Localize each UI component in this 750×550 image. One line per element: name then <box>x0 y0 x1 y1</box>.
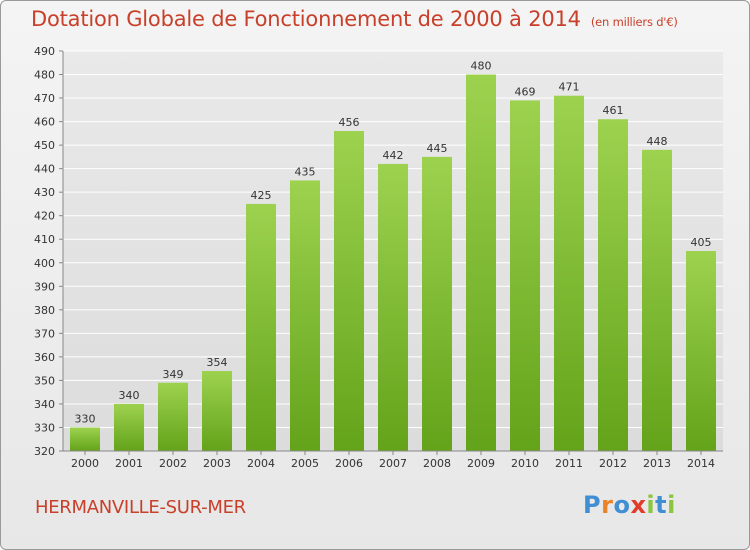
bar-2003 <box>202 371 232 451</box>
x-axis: 2000 2001 2002 2003 2004 2005 2006 2007 2008 2009… <box>63 450 723 470</box>
data-label-2004: 425 <box>251 189 272 202</box>
bar-2001 <box>114 403 144 451</box>
bar-2002 <box>158 382 188 451</box>
data-label-2009: 480 <box>471 60 492 73</box>
y-axis: 320 330 340 350 360 370 380 390 400 410 420 430 440 4… <box>34 45 64 458</box>
data-label-2010: 469 <box>515 85 536 98</box>
bar-2006 <box>334 131 364 451</box>
data-label-2013: 448 <box>647 135 668 148</box>
bar-2010 <box>510 100 540 451</box>
data-labels: 330 340 349 354 425 435 456 442 445 480 469 471 461 4… <box>75 60 712 426</box>
chart-title-text: Dotation Globale de Fonctionnement de 20… <box>31 7 581 31</box>
data-label-2006: 456 <box>339 116 360 129</box>
data-label-2007: 442 <box>383 149 404 162</box>
x-tick-label: 2010 <box>511 457 539 470</box>
bar-2012 <box>598 119 628 451</box>
y-tick-label: 470 <box>34 92 55 105</box>
bar-2013 <box>642 149 672 451</box>
x-tick-label: 2007 <box>379 457 407 470</box>
y-tick-label: 410 <box>34 233 55 246</box>
y-tick-label: 320 <box>34 445 55 458</box>
x-tick-label: 2011 <box>555 457 583 470</box>
bar-2004 <box>246 203 276 451</box>
x-tick-label: 2008 <box>423 457 451 470</box>
y-tick-label: 490 <box>34 45 55 58</box>
x-tick-label: 2000 <box>71 457 99 470</box>
y-tick-label: 340 <box>34 398 55 411</box>
data-label-2011: 471 <box>559 81 580 94</box>
y-tick-label: 380 <box>34 304 55 317</box>
data-label-2001: 340 <box>119 389 140 402</box>
y-tick-label: 350 <box>34 374 55 387</box>
data-label-2000: 330 <box>75 412 96 425</box>
y-tick-label: 440 <box>34 163 55 176</box>
bar-2011 <box>554 95 584 452</box>
bar-2009 <box>466 74 496 451</box>
x-tick-label: 2013 <box>643 457 671 470</box>
y-tick-label: 450 <box>34 139 55 152</box>
x-tick-label: 2004 <box>247 457 275 470</box>
y-tick-label: 480 <box>34 69 55 82</box>
y-tick-label: 430 <box>34 186 55 199</box>
y-tick-label: 390 <box>34 280 55 293</box>
x-tick-label: 2003 <box>203 457 231 470</box>
x-tick-label: 2012 <box>599 457 627 470</box>
bar-2005 <box>290 180 320 452</box>
data-label-2014: 405 <box>691 236 712 249</box>
chart-subtitle: (en milliers d'€) <box>590 15 678 29</box>
bar-2014 <box>686 251 716 451</box>
bar-2008 <box>422 156 452 451</box>
proxiti-logo: Proxiti <box>583 491 676 519</box>
y-tick-label: 370 <box>34 327 55 340</box>
x-tick-label: 2005 <box>291 457 319 470</box>
data-label-2005: 435 <box>295 165 316 178</box>
data-label-2012: 461 <box>603 104 624 117</box>
data-label-2002: 349 <box>163 368 184 381</box>
data-label-2003: 354 <box>207 356 228 369</box>
chart-title: Dotation Globale de Fonctionnement de 20… <box>31 7 678 31</box>
bar-2007 <box>378 163 408 452</box>
x-tick-label: 2001 <box>115 457 143 470</box>
y-tick-label: 360 <box>34 351 55 364</box>
x-tick-label: 2002 <box>159 457 187 470</box>
y-tick-label: 460 <box>34 116 55 129</box>
bar-2000 <box>70 427 100 451</box>
x-tick-label: 2006 <box>335 457 363 470</box>
x-tick-label: 2014 <box>687 457 715 470</box>
data-label-2008: 445 <box>427 142 448 155</box>
x-tick-label: 2009 <box>467 457 495 470</box>
commune-name: HERMANVILLE-SUR-MER <box>35 497 246 518</box>
bars <box>70 74 716 452</box>
y-tick-label: 400 <box>34 257 55 270</box>
y-tick-label: 330 <box>34 421 55 434</box>
y-tick-label: 420 <box>34 210 55 223</box>
